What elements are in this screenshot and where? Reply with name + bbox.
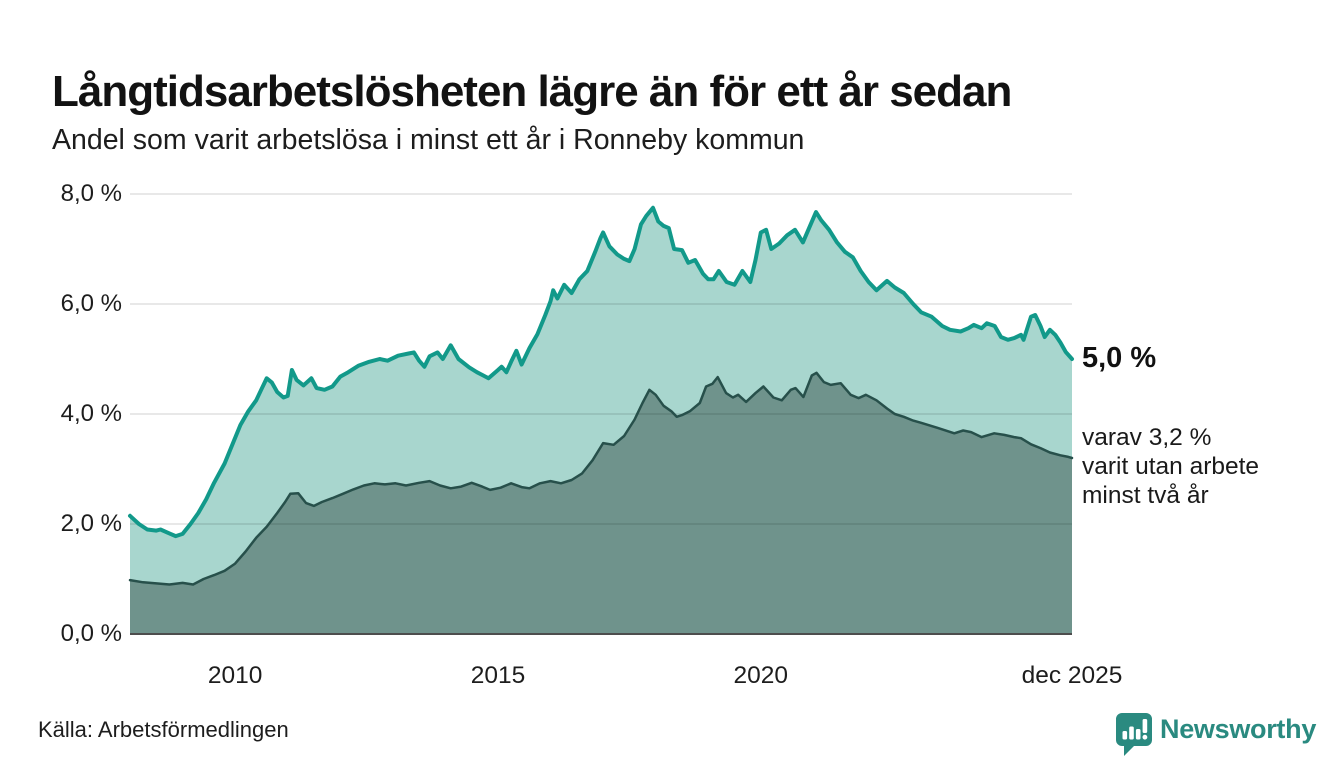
latest-total-value-label: 5,0 % [1082,342,1157,374]
x-tick-label: dec 2025 [1021,662,1123,689]
newsworthy-bubble-chart-icon [1115,712,1153,762]
page-title: Långtidsarbetslösheten lägre än för ett … [52,67,1012,117]
newsworthy-wordmark: Newsworthy [1160,714,1317,744]
y-tick-label: 2,0 % [60,510,122,537]
y-tick-label: 6,0 % [60,290,122,317]
source-caption: Källa: Arbetsförmedlingen [38,717,289,742]
series-fill-1 [130,372,1072,634]
y-tick-label: 8,0 % [60,180,122,207]
x-tick-label: 2015 [470,662,526,689]
y-tick-label: 0,0 % [60,620,122,647]
series-line-1 [128,371,1074,586]
x-tick-label: 2020 [733,662,789,689]
two-year-annotation: varav 3,2 % varit utan arbete minst två … [1082,424,1260,509]
chart-subtitle: Andel som varit arbetslösa i minst ett å… [52,124,805,156]
x-tick-label: 2010 [207,662,263,689]
y-tick-label: 4,0 % [60,400,122,427]
newsworthy-logo: Newsworthy [1115,712,1316,762]
series-line-0 [128,205,1074,539]
